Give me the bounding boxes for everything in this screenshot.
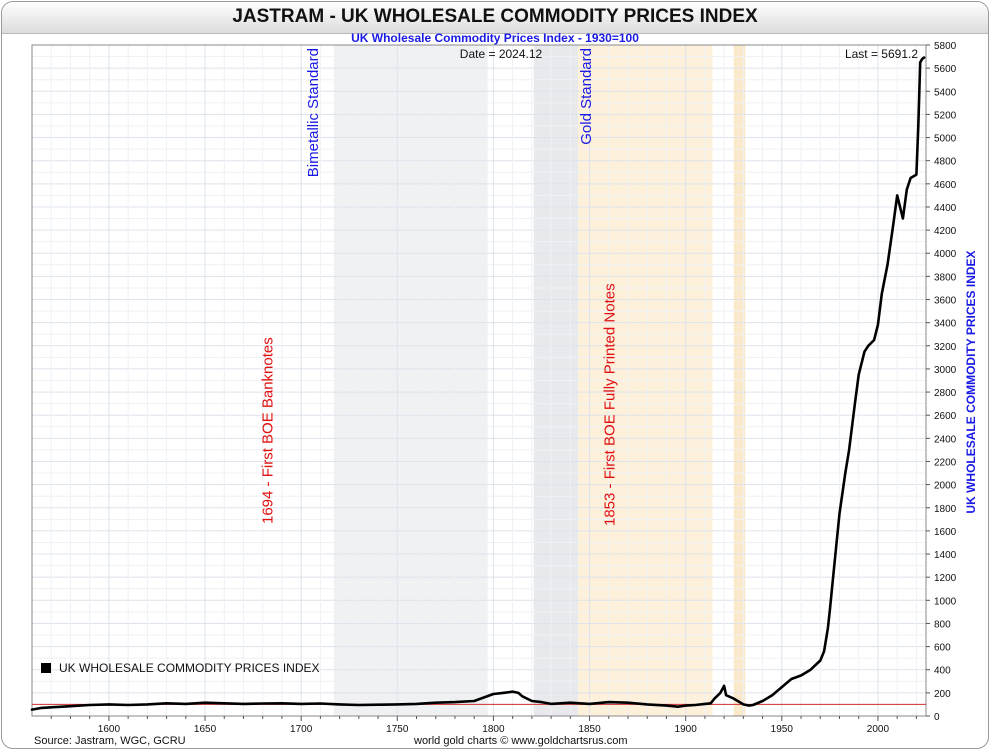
x-tick-label: 2000 (867, 724, 890, 735)
y-tick-label: 3400 (934, 319, 957, 330)
y-tick-label: 3800 (934, 272, 957, 283)
y-tick-label: 5000 (934, 134, 957, 145)
y-tick-label: 4800 (934, 157, 957, 168)
series-line (30, 56, 926, 711)
x-tick-label: 1800 (482, 724, 505, 735)
title-bar (2, 2, 988, 34)
y-tick-label: 1400 (934, 550, 957, 561)
y-tick-label: 1200 (934, 573, 957, 584)
y-tick-label: 1800 (934, 504, 957, 515)
y-tick-label: 2000 (934, 481, 957, 492)
x-tick-label: 1900 (675, 724, 698, 735)
chart-title: JASTRAM - UK WHOLESALE COMMODITY PRICES … (232, 6, 758, 27)
y-tick-label: 800 (934, 619, 951, 630)
x-tick-label: 1750 (386, 724, 409, 735)
x-tick-label: 1850 (578, 724, 601, 735)
annotation-label: Bimetallic Standard (305, 48, 322, 177)
y-tick-label: 0 (934, 712, 940, 723)
legend-swatch (41, 663, 51, 673)
annotation-label: 1853 - First BOE Fully Printed Notes (601, 283, 618, 526)
y-tick-label: 5600 (934, 64, 957, 75)
y-tick-label: 2600 (934, 411, 957, 422)
legend: UK WHOLESALE COMMODITY PRICES INDEX (41, 661, 320, 675)
credit-text: world gold charts © www.goldchartsrus.co… (414, 735, 628, 747)
y-axis-label: UK WHOLESALE COMMODITY PRICES INDEX (964, 250, 978, 513)
series-group (30, 56, 926, 711)
y-tick-label: 2200 (934, 457, 957, 468)
y-tick-label: 3200 (934, 342, 957, 353)
annotations: Bimetallic Standard Gold Standard 1694 - F… (260, 48, 619, 526)
y-tick-label: 5800 (934, 41, 957, 52)
y-tick-label: 1600 (934, 527, 957, 538)
y-tick-label: 2800 (934, 388, 957, 399)
y-tick-label: 2400 (934, 434, 957, 445)
plot-area-border (31, 44, 927, 717)
date-label: Date = 2024.12 (460, 47, 543, 61)
y-tick-label: 5400 (934, 87, 957, 98)
y-tick-label: 5200 (934, 110, 957, 121)
annotation-label: Gold Standard (578, 48, 595, 145)
annotation-label: 1694 - First BOE Banknotes (260, 337, 277, 524)
y-tick-label: 3600 (934, 296, 957, 307)
x-tick-label: 1600 (98, 724, 121, 735)
y-tick-label: 3000 (934, 365, 957, 376)
last-label: Last = 5691.2 (845, 47, 918, 61)
y-tick-label: 400 (934, 666, 951, 677)
y-axis: 0 200 400 600 800 1000 1200 1400 1600 1800 2000 220… (926, 41, 957, 723)
y-tick-label: 4400 (934, 203, 957, 214)
source-text: Source: Jastram, WGC, GCRU (34, 735, 186, 747)
x-axis: 1600 1650 1700 1750 1800 1850 1900 1950 2000 (50, 716, 917, 735)
x-tick-label: 1700 (290, 724, 313, 735)
y-tick-label: 600 (934, 643, 951, 654)
x-tick-label: 1950 (771, 724, 794, 735)
y-tick-label: 200 (934, 689, 951, 700)
x-tick-label: 1650 (194, 724, 217, 735)
legend-label: UK WHOLESALE COMMODITY PRICES INDEX (59, 661, 320, 675)
chart-subtitle: UK Wholesale Commodity Prices Index - 19… (351, 31, 639, 45)
y-tick-label: 4200 (934, 226, 957, 237)
y-tick-label: 4600 (934, 180, 957, 191)
y-tick-label: 1000 (934, 596, 957, 607)
y-tick-label: 4000 (934, 249, 957, 260)
